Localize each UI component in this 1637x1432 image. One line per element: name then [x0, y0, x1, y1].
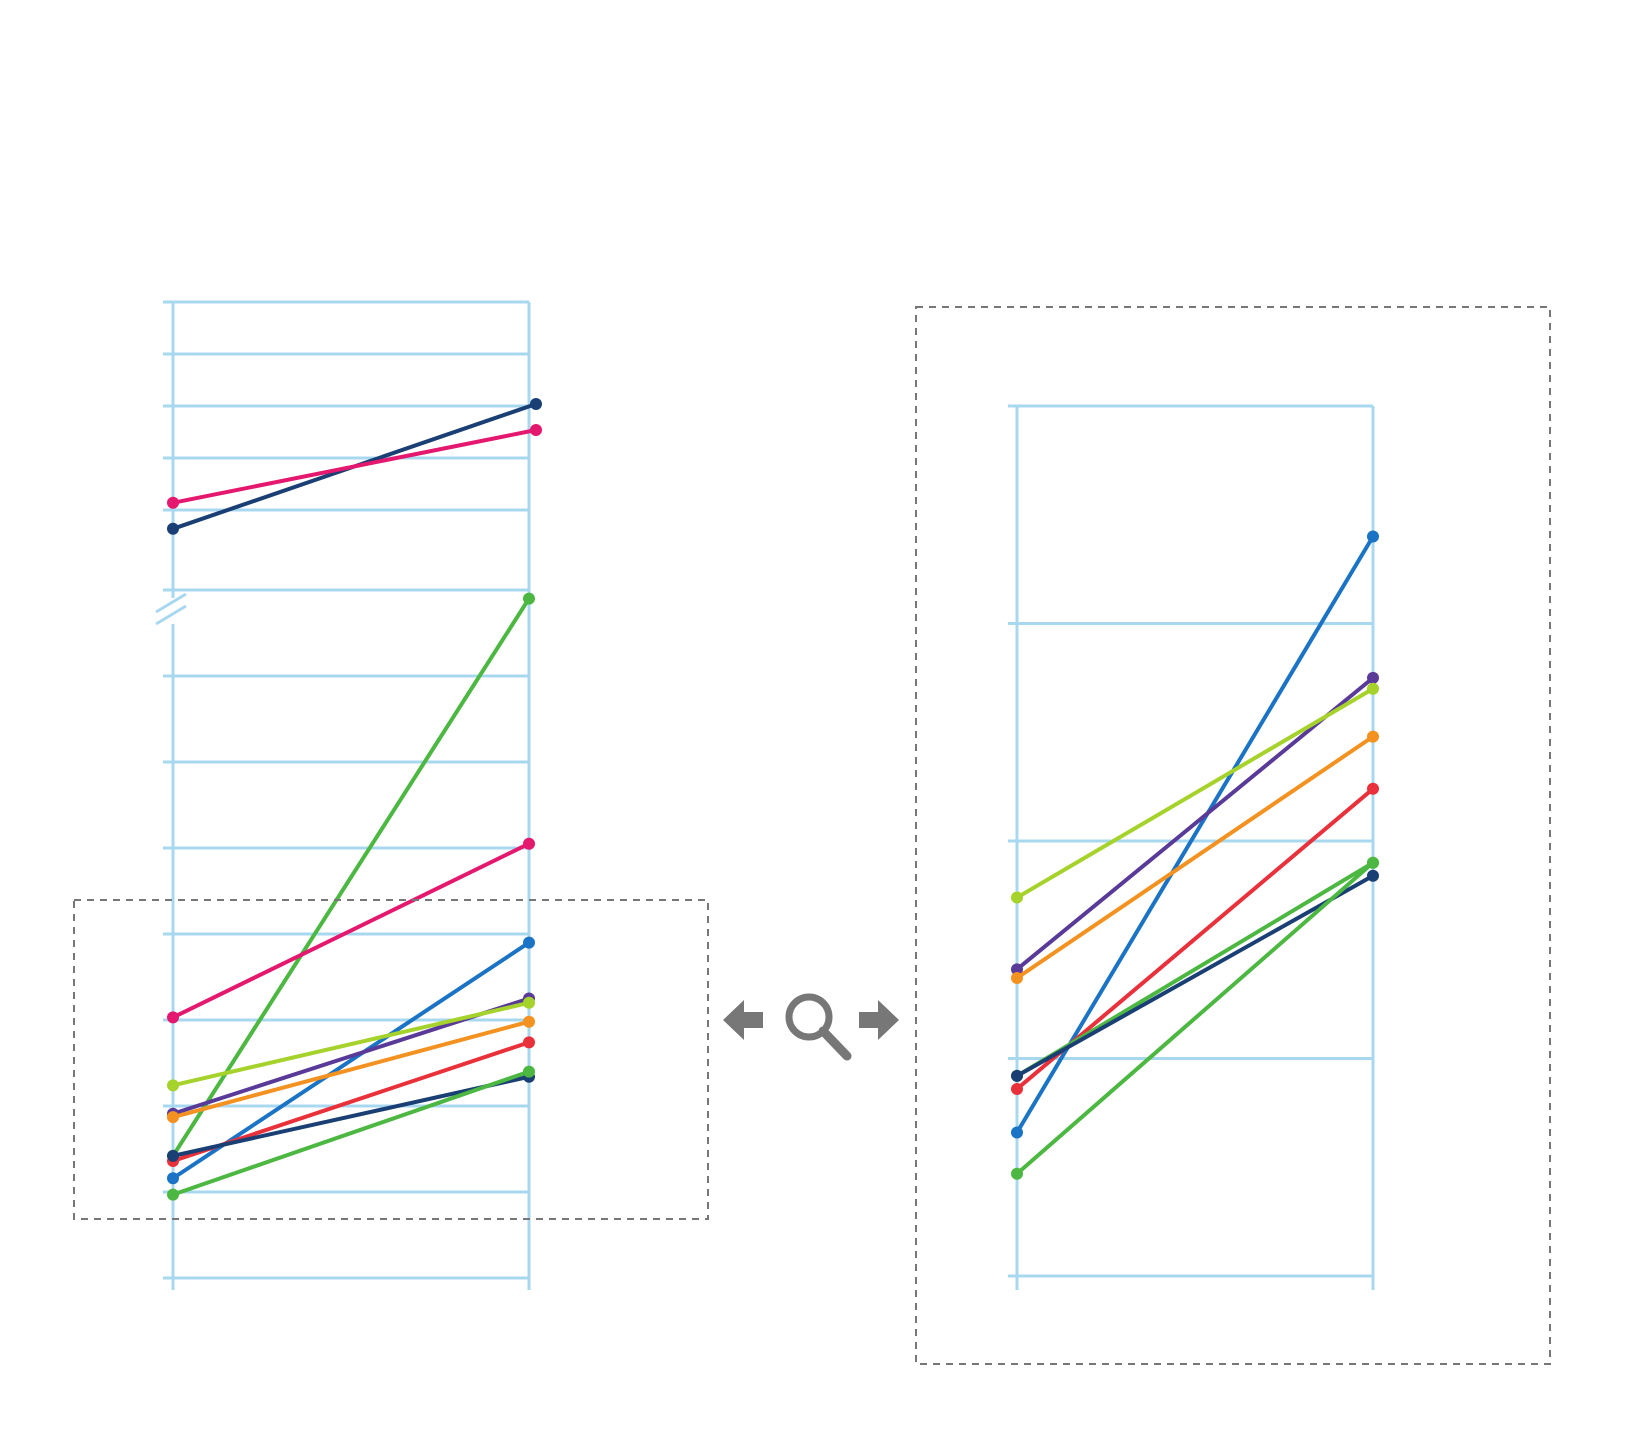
data-point: [1367, 856, 1379, 869]
zoom-series-2: [1011, 671, 1379, 976]
data-point: [523, 837, 535, 850]
data-point: [523, 936, 535, 949]
data-point: [167, 522, 179, 535]
data-point: [167, 496, 179, 509]
data-point: [167, 1111, 179, 1124]
right-chart-axes: [1015, 406, 1375, 1290]
zoom-series-8: [1011, 856, 1379, 1180]
zoom-series-7: [1011, 869, 1379, 1082]
data-point: [523, 1015, 535, 1028]
series-line: [171, 1019, 531, 1120]
data-point: [523, 592, 535, 605]
data-point: [167, 1172, 179, 1185]
data-point: [1367, 671, 1379, 684]
data-point: [1011, 963, 1023, 976]
zoom-series-1: [1011, 530, 1379, 1139]
series-4: [167, 837, 535, 1024]
arrow-right-icon[interactable]: [859, 1000, 899, 1040]
data-point: [1011, 1069, 1023, 1082]
data-point: [1367, 530, 1379, 543]
series-line: [171, 596, 531, 1158]
data-point: [1367, 869, 1379, 882]
series-7: [167, 996, 535, 1092]
series-line: [1015, 534, 1375, 1135]
left-chart-series: [167, 398, 542, 1201]
data-point: [167, 1011, 179, 1024]
zoomed-view-frame: [915, 306, 1551, 1365]
series-line: [171, 1000, 531, 1088]
data-point: [530, 424, 542, 436]
zoom-series-3: [1011, 682, 1379, 904]
series-line: [1015, 734, 1375, 981]
right-chart-series: [1011, 530, 1379, 1180]
data-point: [167, 1079, 179, 1092]
series-10: [167, 1070, 535, 1162]
data-point: [1367, 682, 1379, 695]
series-line: [171, 428, 538, 505]
series-line: [1015, 686, 1375, 900]
magnifier-icon[interactable]: [785, 993, 852, 1061]
data-point: [523, 1036, 535, 1049]
series-3: [167, 592, 535, 1162]
data-point: [523, 996, 535, 1009]
series-8: [167, 1015, 535, 1124]
series-line: [1015, 860, 1375, 1176]
series-5: [167, 936, 535, 1185]
data-point: [530, 398, 542, 410]
series-line: [171, 1069, 531, 1197]
zoom-region-frame: [73, 899, 709, 1220]
left-chart-gridlines: [163, 300, 529, 1280]
zoom-control[interactable]: [723, 993, 899, 1061]
series-2: [167, 424, 542, 509]
series-line: [171, 940, 531, 1181]
arrow-left-icon[interactable]: [723, 1000, 763, 1040]
series-line: [1015, 873, 1375, 1078]
data-point: [167, 1188, 179, 1201]
data-point: [167, 1149, 179, 1162]
series-line: [171, 1074, 531, 1158]
data-point: [1011, 891, 1023, 904]
series-line: [171, 841, 531, 1020]
data-point: [1011, 1167, 1023, 1180]
data-point: [1011, 1126, 1023, 1139]
data-point: [1367, 782, 1379, 795]
left-slope-chart: [73, 300, 709, 1290]
zoom-series-4: [1011, 730, 1379, 985]
right-zoomed-chart: [915, 306, 1551, 1365]
data-point: [1011, 1082, 1023, 1095]
series-line: [1015, 675, 1375, 972]
data-point: [1011, 972, 1023, 985]
data-point: [523, 1065, 535, 1078]
axis-break-mark: [155, 592, 187, 626]
data-point: [1367, 730, 1379, 743]
series-11: [167, 1065, 535, 1201]
